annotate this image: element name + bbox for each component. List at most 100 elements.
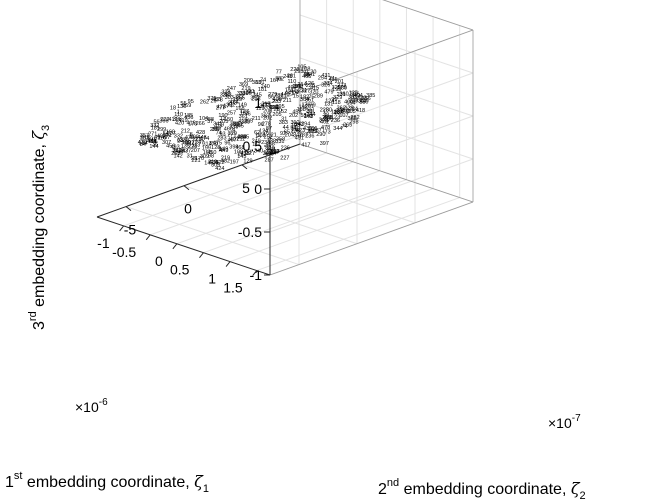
point-label: 192 xyxy=(243,91,252,97)
point-label: 244 xyxy=(174,149,183,155)
point-label: 221 xyxy=(191,158,200,164)
point-label-233: 233 xyxy=(261,140,270,146)
grid-line-x xyxy=(203,179,407,254)
y-tick-label: 5 xyxy=(242,180,250,196)
point-label: 312 xyxy=(291,120,300,126)
point-label: 431 xyxy=(321,73,330,79)
point-label: 399 xyxy=(229,145,238,151)
point-label: 316 xyxy=(231,121,240,127)
point-label: 31 xyxy=(187,154,193,160)
point-label: 283 xyxy=(217,136,226,142)
point-label: 187 xyxy=(299,133,308,139)
point-label: 255 xyxy=(240,134,249,140)
point-label: 28 xyxy=(273,107,279,113)
point-label-108: 108 xyxy=(301,67,310,73)
point-label: 103 xyxy=(291,123,300,129)
point-label: 1 xyxy=(323,109,326,115)
point-label: 380 xyxy=(239,91,248,97)
point-label: 36 xyxy=(152,142,158,148)
point-label: 119 xyxy=(256,106,265,112)
x-tick-mark xyxy=(252,270,258,276)
point-label: 441 xyxy=(285,90,294,96)
point-label: 75 xyxy=(308,94,314,100)
point-label-287: 287 xyxy=(274,93,283,99)
point-label: 107 xyxy=(167,131,176,137)
point-label: 230 xyxy=(291,129,300,135)
grid-line-z xyxy=(299,14,474,74)
point-label: 73 xyxy=(325,129,331,135)
point-label: 101 xyxy=(147,137,156,143)
point-label: 478 xyxy=(214,97,223,103)
point-label: 447 xyxy=(179,149,188,155)
point-label: 96 xyxy=(245,111,251,117)
point-label: 478 xyxy=(185,135,194,141)
point-label: 168 xyxy=(297,107,306,113)
point-label: 38 xyxy=(323,113,329,119)
point-label: 21 xyxy=(271,133,277,139)
point-label: 499 xyxy=(287,85,296,91)
point-label: 265 xyxy=(307,129,316,135)
point-label-55: 55 xyxy=(300,113,306,119)
point-label: 54 xyxy=(290,126,296,132)
point-label: 203 xyxy=(228,100,237,106)
point-label: 149 xyxy=(219,146,228,152)
point-label: 345 xyxy=(253,92,262,98)
point-label-41: 41 xyxy=(303,70,309,76)
point-label: 74 xyxy=(341,124,347,130)
point-label: 288 xyxy=(269,149,278,155)
grid-line-x xyxy=(150,161,354,236)
point-label: 10 xyxy=(269,146,275,152)
grid-line-x xyxy=(123,152,327,227)
point-label: 205 xyxy=(308,127,317,133)
point-label: 233 xyxy=(272,99,281,105)
point-label: 247 xyxy=(195,140,204,146)
point-label: 123 xyxy=(237,151,246,157)
point-label: 4 xyxy=(232,127,235,133)
point-label: 475 xyxy=(213,141,222,147)
point-label-397: 397 xyxy=(320,141,329,147)
box-edge xyxy=(269,29,474,104)
point-label: 393 xyxy=(270,149,279,155)
point-label: 1 xyxy=(177,109,180,115)
grid-line-x xyxy=(176,170,381,245)
point-label: 76 xyxy=(263,131,269,137)
point-label: 111 xyxy=(252,142,260,148)
x-tick-label: -1 xyxy=(97,235,110,251)
point-label: 96 xyxy=(224,140,230,146)
point-label: 433 xyxy=(240,151,249,157)
point-label: 362 xyxy=(337,106,346,112)
point-label: 314 xyxy=(202,142,211,148)
grid-line-x xyxy=(229,188,434,263)
point-label: 113 xyxy=(192,142,201,148)
point-label: 131 xyxy=(324,102,333,108)
y-tick-mark xyxy=(125,206,132,211)
point-label: 468 xyxy=(323,115,332,121)
point-label: 82 xyxy=(265,145,271,151)
y-tick-mark xyxy=(241,164,248,170)
point-label: 70 xyxy=(276,108,282,114)
point-label: 290 xyxy=(316,132,325,138)
point-label: 274 xyxy=(319,119,328,125)
point-label: 325 xyxy=(332,85,341,91)
point-label: 154 xyxy=(346,101,355,107)
point-label: 267 xyxy=(333,110,342,116)
z-tick-label: 0 xyxy=(254,181,262,197)
y-axis-line xyxy=(96,143,301,218)
point-label: 339 xyxy=(229,125,238,131)
point-label: 309 xyxy=(200,154,209,160)
point-label: 212 xyxy=(181,128,190,134)
point-label: 11 xyxy=(220,116,226,122)
point-label: 332 xyxy=(174,133,183,139)
point-label-241: 241 xyxy=(306,72,315,78)
point-label: 341 xyxy=(263,151,272,157)
point-label: 497 xyxy=(230,137,239,143)
point-label: 350 xyxy=(359,100,368,106)
point-label: 150 xyxy=(224,117,233,123)
point-label: 273 xyxy=(337,83,346,89)
point-label: 131 xyxy=(292,84,301,90)
point-label: 296 xyxy=(359,98,368,104)
point-label-247: 247 xyxy=(227,86,236,92)
point-label: 388 xyxy=(238,135,247,141)
point-label: 300 xyxy=(294,84,303,90)
point-label: 322 xyxy=(185,140,194,146)
